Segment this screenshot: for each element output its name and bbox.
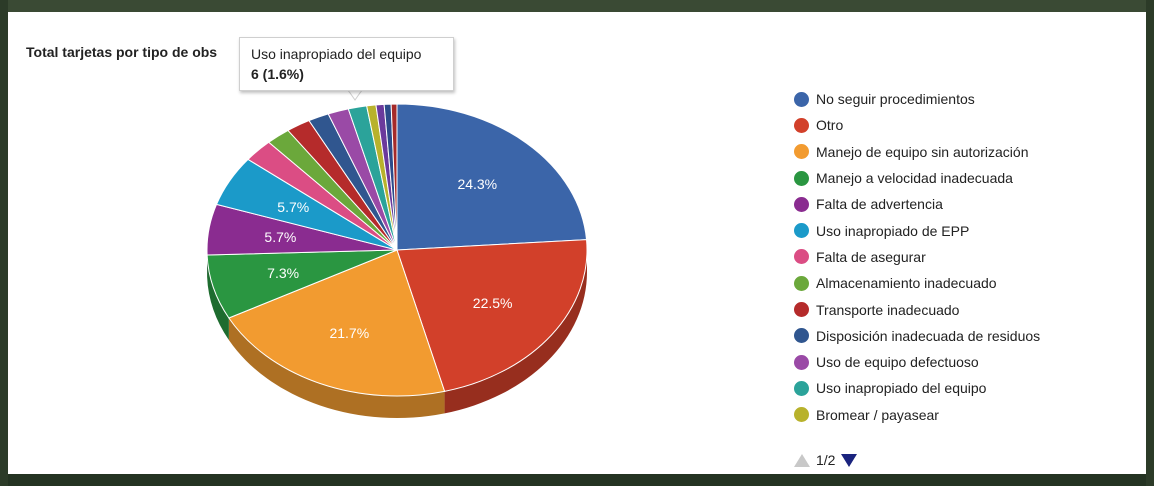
background-bottom: [0, 474, 1154, 486]
legend-swatch: [794, 328, 809, 344]
tooltip-value: 6 (1.6%): [251, 66, 304, 82]
legend-label: Falta de advertencia: [816, 196, 943, 213]
legend-item[interactable]: Almacenamiento inadecuado: [794, 270, 1040, 296]
legend-item[interactable]: Uso inapropiado de EPP: [794, 217, 1040, 243]
legend-swatch: [794, 249, 809, 265]
legend-swatch: [794, 170, 809, 186]
legend-label: Uso inapropiado de EPP: [816, 222, 970, 239]
legend-label: Otro: [816, 117, 844, 134]
tooltip-pointer: [348, 90, 362, 101]
legend-swatch: [794, 275, 809, 291]
pie-data-label-4: 5.7%: [264, 229, 296, 245]
legend-label: Almacenamiento inadecuado: [816, 275, 997, 292]
chart-legend: No seguir procedimientos Otro Manejo de eq…: [794, 86, 1040, 428]
chart-title: Total tarjetas por tipo de obs: [26, 44, 218, 60]
legend-item[interactable]: Uso inapropiado del equipo: [794, 375, 1040, 401]
legend-pager: 1/2: [794, 452, 858, 468]
legend-label: Manejo a velocidad inadecuada: [816, 170, 1013, 187]
legend-swatch: [794, 407, 809, 423]
legend-page-indicator: 1/2: [816, 452, 836, 468]
legend-swatch: [794, 380, 809, 396]
pie-slice-side-2: [228, 318, 445, 418]
pie-slices: [206, 103, 588, 397]
legend-label: Bromear / payasear: [816, 406, 939, 423]
legend-item[interactable]: Uso de equipo defectuoso: [794, 349, 1040, 375]
background-top: [0, 0, 1154, 12]
legend-label: Uso inapropiado del equipo: [816, 380, 987, 397]
pie-data-label-3: 7.3%: [267, 265, 299, 281]
pie-slice-0[interactable]: [396, 103, 588, 251]
legend-item[interactable]: Disposición inadecuada de residuos: [794, 323, 1040, 349]
legend-next-page-icon[interactable]: [841, 453, 858, 467]
tooltip-label: Uso inapropiado del equipo: [251, 46, 422, 62]
legend-swatch: [794, 117, 809, 133]
pie-data-label-1: 22.5%: [473, 295, 513, 311]
legend-item[interactable]: Otro: [794, 112, 1040, 138]
background-left: [0, 0, 8, 486]
legend-label: No seguir procedimientos: [816, 91, 975, 108]
legend-prev-page-icon[interactable]: [794, 453, 810, 467]
pie-data-label-0: 24.3%: [457, 176, 497, 192]
legend-item[interactable]: Manejo de equipo sin autorización: [794, 139, 1040, 165]
legend-swatch: [794, 354, 809, 370]
slice-tooltip: Uso inapropiado del equipo 6 (1.6%): [239, 37, 454, 91]
legend-swatch: [794, 144, 809, 160]
pie-slice-15[interactable]: [390, 103, 398, 251]
legend-swatch: [794, 223, 809, 239]
legend-label: Uso de equipo defectuoso: [816, 354, 979, 371]
pie-data-label-2: 21.7%: [329, 325, 369, 341]
legend-item[interactable]: No seguir procedimientos: [794, 86, 1040, 112]
pie-slice-side-3: [207, 254, 229, 341]
legend-label: Manejo de equipo sin autorización: [816, 143, 1029, 160]
pie-data-labels: 24.3% 22.5% 21.7% 7.3% 5.7% 5.7%: [264, 176, 512, 341]
pie-data-label-5: 5.7%: [277, 199, 309, 215]
pie-slice-side-1: [444, 250, 587, 414]
pie-slice-1[interactable]: [396, 239, 588, 392]
pie-slice-2[interactable]: [228, 249, 446, 397]
legend-item[interactable]: Falta de asegurar: [794, 244, 1040, 270]
legend-swatch: [794, 196, 809, 212]
background-right: [1146, 0, 1154, 486]
legend-item[interactable]: Manejo a velocidad inadecuada: [794, 165, 1040, 191]
legend-label: Transporte inadecuado: [816, 301, 960, 318]
legend-label: Disposición inadecuada de residuos: [816, 327, 1041, 344]
legend-item[interactable]: Bromear / payasear: [794, 402, 1040, 428]
legend-swatch: [794, 91, 809, 107]
legend-item[interactable]: Falta de advertencia: [794, 191, 1040, 217]
legend-item[interactable]: Transporte inadecuado: [794, 296, 1040, 322]
legend-label: Falta de asegurar: [816, 248, 926, 265]
legend-swatch: [794, 302, 809, 318]
